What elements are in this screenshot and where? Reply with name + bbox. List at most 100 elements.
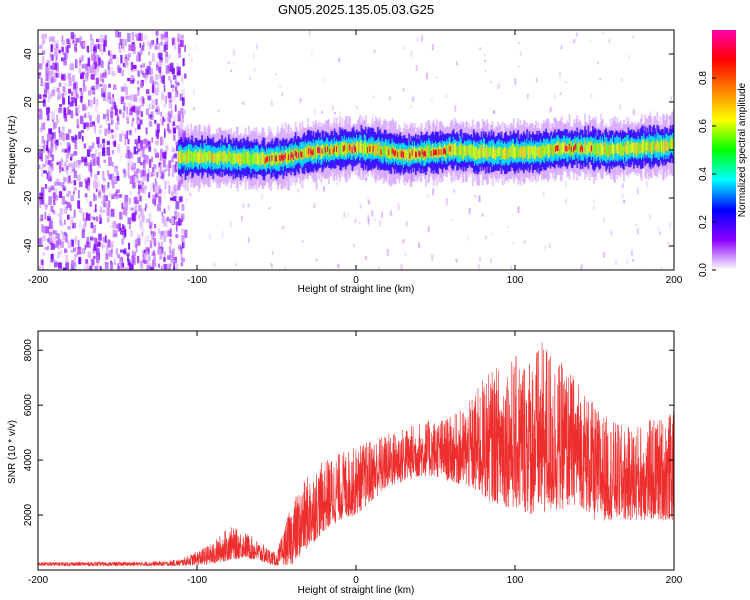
- heatmap-noise-cell: [148, 61, 152, 65]
- heatmap-ridge-cell: [341, 141, 344, 154]
- heatmap-noise-cell: [157, 52, 160, 59]
- heatmap-noise-cell: [106, 217, 110, 221]
- heatmap-scatter-cell: [310, 50, 313, 58]
- heatmap-noise-cell: [114, 176, 118, 184]
- heatmap-ridge-cell: [441, 147, 444, 157]
- heatmap-ridge-cell: [415, 151, 417, 158]
- heatmap-noise-cell: [149, 228, 152, 235]
- heatmap-ridge-cell: [298, 152, 300, 159]
- heatmap-noise-cell: [156, 37, 159, 45]
- heatmap-scatter-cell: [431, 44, 434, 51]
- heatmap-noise-cell: [181, 175, 183, 184]
- heatmap-noise-cell: [172, 84, 175, 93]
- heatmap-ridge-cell: [311, 150, 314, 157]
- heatmap-noise-cell: [127, 33, 131, 42]
- heatmap-noise-cell: [67, 146, 71, 152]
- heatmap-ridge-cell: [205, 152, 208, 164]
- heatmap-noise-cell: [157, 123, 160, 133]
- heatmap-noise-cell: [137, 87, 140, 91]
- heatmap-noise-cell: [150, 172, 153, 178]
- heatmap-ridge-cell: [536, 147, 539, 156]
- heatmap-noise-cell: [102, 84, 107, 92]
- heatmap-noise-cell: [149, 183, 153, 193]
- heatmap-noise-cell: [124, 39, 127, 46]
- heatmap-noise-cell: [175, 201, 180, 210]
- heatmap-noise-cell: [41, 123, 45, 130]
- heatmap-noise-cell: [150, 266, 155, 270]
- heatmap-noise-cell: [77, 246, 82, 255]
- heatmap-ridge-cell: [289, 148, 291, 163]
- heatmap-noise-cell: [92, 249, 95, 254]
- heatmap-noise-cell: [127, 265, 130, 269]
- heatmap-noise-cell: [84, 193, 88, 198]
- heatmap-noise-cell: [177, 186, 181, 191]
- heatmap-ridge-cell: [539, 146, 542, 158]
- heatmap-ridge-cell: [358, 141, 360, 152]
- heatmap-scatter-cell: [352, 164, 355, 171]
- heatmap-noise-cell: [111, 150, 115, 155]
- heatmap-ridge-cell: [557, 145, 560, 152]
- heatmap-ridge-cell: [575, 143, 578, 150]
- heatmap-noise-cell: [56, 114, 59, 121]
- heatmap-noise-cell: [152, 85, 156, 94]
- heatmap-noise-cell: [140, 82, 143, 88]
- heatmap-ridge-cell: [401, 150, 404, 157]
- heatmap-noise-cell: [156, 172, 159, 178]
- heatmap-noise-cell: [110, 129, 114, 133]
- heatmap-noise-cell: [60, 222, 64, 227]
- heatmap-ridge-cell: [625, 145, 628, 155]
- heatmap-noise-cell: [95, 248, 100, 254]
- heatmap-ridge-cell: [616, 143, 619, 154]
- heatmap-noise-cell: [74, 33, 76, 39]
- heatmap-scatter-cell: [418, 242, 421, 248]
- heatmap-scatter-cell: [403, 46, 406, 50]
- heatmap-ridge-cell: [327, 146, 329, 152]
- heatmap-noise-cell: [102, 144, 105, 153]
- heatmap-ridge-cell: [501, 147, 504, 160]
- heatmap-noise-cell: [163, 235, 166, 242]
- heatmap-noise-cell: [162, 75, 165, 85]
- heatmap-ridge-cell: [519, 147, 522, 158]
- heatmap-noise-cell: [171, 109, 173, 119]
- heatmap-ridge-cell: [462, 145, 465, 160]
- heatmap-noise-cell: [153, 82, 155, 86]
- heatmap-noise-cell: [70, 153, 74, 158]
- heatmap-noise-cell: [152, 184, 156, 192]
- heatmap-noise-cell: [45, 160, 48, 165]
- heatmap-noise-cell: [149, 221, 153, 229]
- heatmap-noise-cell: [177, 44, 181, 53]
- heatmap-noise-cell: [154, 182, 157, 189]
- heatmap-noise-cell: [60, 241, 64, 248]
- heatmap-noise-cell: [134, 127, 137, 133]
- heatmap-ridge-cell: [629, 144, 632, 154]
- heatmap-scatter-cell: [265, 141, 268, 148]
- heatmap-ridge-cell: [667, 142, 670, 152]
- heatmap-ridge-cell: [478, 149, 481, 159]
- heatmap-noise-cell: [158, 184, 161, 190]
- heatmap-noise-cell: [58, 191, 63, 198]
- heatmap-noise-cell: [169, 238, 172, 243]
- heatmap-ridge-cell: [550, 144, 553, 153]
- heatmap-ridge-cell: [187, 148, 190, 163]
- heatmap-scatter-cell: [636, 125, 639, 131]
- heatmap-noise-cell: [46, 89, 49, 94]
- heatmap-ridge-cell: [514, 147, 516, 160]
- heatmap-ridge-cell: [588, 142, 591, 153]
- heatmap-noise-cell: [101, 94, 106, 98]
- heatmap-noise-cell: [181, 228, 184, 234]
- heatmap-ridge-cell: [474, 147, 476, 160]
- heatmap-ridge-cell: [203, 150, 206, 162]
- heatmap-noise-cell: [172, 121, 176, 126]
- heatmap-ridge-cell: [622, 142, 624, 156]
- heatmap-noise-cell: [151, 137, 153, 143]
- x-tick-label: -200: [28, 275, 48, 286]
- heatmap-noise-cell: [100, 38, 104, 43]
- heatmap-ridge-cell: [351, 146, 354, 153]
- heatmap-noise-cell: [137, 145, 141, 152]
- heatmap-noise-cell: [137, 135, 141, 144]
- heatmap-noise-cell: [111, 244, 113, 254]
- heatmap-noise-cell: [159, 255, 163, 260]
- heatmap-scatter-cell: [274, 73, 277, 76]
- heatmap-noise-cell: [136, 80, 139, 85]
- heatmap-ridge-cell: [352, 141, 355, 153]
